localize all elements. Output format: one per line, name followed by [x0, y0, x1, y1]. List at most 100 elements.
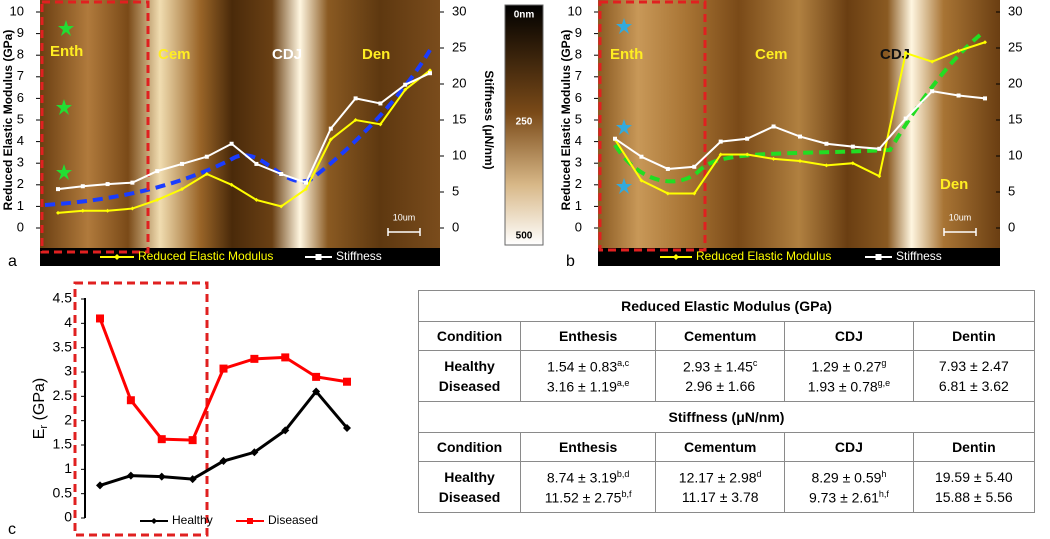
scale-bar-label: 10um — [949, 212, 972, 222]
header-row: Condition Enthesis Cementum CDJ Dentin — [417, 321, 1036, 351]
legend-label: Reduced Elastic Modulus — [138, 249, 273, 263]
marker — [875, 254, 882, 260]
cell-text: 1.54 ± 0.83 — [547, 358, 618, 375]
marker — [219, 457, 228, 466]
header-cell: Dentin — [912, 432, 1036, 462]
cell: 9.73 ± 2.61h,f — [784, 487, 914, 513]
y-tick-label: 1 — [64, 460, 72, 476]
marker — [281, 426, 290, 435]
marker — [114, 254, 120, 260]
cell: 8.74 ± 3.19b,d — [520, 461, 657, 487]
marker — [180, 187, 184, 192]
y-axis-title: Er (GPa) — [31, 378, 50, 439]
cell-text: 12.17 ± 2.98 — [678, 469, 757, 486]
y-tick-label: 3.5 — [53, 338, 73, 354]
y-tick-label: 0.5 — [53, 484, 73, 500]
marker — [353, 118, 358, 122]
y-tick-label: 4 — [17, 133, 24, 148]
header-row: Condition Enthesis Cementum CDJ Dentin — [417, 432, 1036, 462]
series-line — [57, 72, 431, 191]
cell: Diseased — [417, 487, 522, 513]
cell-text: 1.93 ± 0.78 — [807, 378, 878, 395]
header-cell: Dentin — [912, 321, 1036, 351]
marker — [229, 182, 234, 187]
marker — [250, 448, 259, 457]
y-axis-title: Reduced Elastic Modulus (GPa) — [559, 30, 573, 211]
scale-bar-label: 10um — [393, 212, 416, 222]
y-tick-label: 5 — [575, 111, 582, 126]
marker — [956, 93, 961, 98]
marker — [180, 161, 184, 166]
colorbar — [504, 4, 544, 246]
marker — [254, 197, 259, 202]
cell-superscript: a,c — [617, 357, 630, 368]
marker — [151, 518, 157, 524]
y-tick-label: 0 — [17, 219, 24, 234]
scale-bar — [387, 228, 977, 236]
marker — [956, 48, 961, 53]
marker — [771, 156, 776, 161]
trend-line — [44, 48, 432, 207]
legend-label: Reduced Elastic Modulus — [696, 249, 831, 263]
y2-tick-label: 20 — [452, 75, 466, 90]
marker — [824, 141, 829, 146]
legend-label: Stiffness — [336, 249, 382, 263]
cell-text: 11.52 ± 2.75 — [544, 489, 622, 506]
region-label: Enth — [610, 46, 643, 63]
cell: 1.54 ± 0.83a,c — [520, 350, 657, 376]
cell-text: 2.93 ± 1.45 — [682, 358, 753, 375]
marker — [665, 166, 670, 171]
y2-tick-label: 0 — [452, 219, 459, 234]
marker — [771, 124, 776, 129]
marker — [428, 71, 432, 76]
y-tick-label: 8 — [17, 47, 24, 62]
y2-tick-label: 10 — [1008, 147, 1022, 162]
section-title-row: Reduced Elastic Modulus (GPa) — [418, 290, 1035, 322]
region-label: Cem — [755, 46, 788, 63]
marker — [639, 178, 644, 183]
y-axis-title: Reduced Elastic Modulus (GPa) — [1, 30, 15, 211]
legend-label: Diseased — [268, 513, 318, 527]
header-cell: Condition — [417, 432, 522, 462]
marker — [312, 387, 321, 396]
y-tick-label: 2.5 — [53, 387, 73, 403]
marker — [130, 206, 135, 211]
y-tick-label: 8 — [575, 47, 582, 62]
cell-superscript: h,f — [878, 488, 889, 499]
marker — [279, 204, 284, 209]
marker — [56, 187, 60, 192]
region-label: Den — [362, 46, 390, 63]
y-tick-label: 3 — [17, 155, 24, 170]
highlight-box — [40, 0, 150, 254]
cell: 7.93 ± 2.47 — [912, 350, 1036, 376]
marker — [718, 139, 723, 144]
y-tick-label: 2 — [64, 411, 72, 427]
marker — [983, 96, 987, 101]
data-row: Diseased 11.52 ± 2.75b,f 11.17 ± 3.78 9.73 … — [417, 487, 1036, 513]
marker — [798, 159, 802, 164]
y-tick-label: 3 — [575, 155, 582, 170]
results-table: Reduced Elastic Modulus (GPa) Condition En… — [417, 290, 1036, 513]
y-axis-title-part: E — [31, 429, 48, 440]
y2-tick-label: 5 — [452, 183, 459, 198]
marker — [312, 372, 321, 381]
marker — [229, 141, 234, 146]
y2-tick-label: 5 — [1008, 183, 1015, 198]
marker — [877, 146, 882, 151]
y-tick-label: 10 — [10, 3, 24, 18]
cell: 15.88 ± 5.56 — [912, 487, 1036, 513]
marker — [745, 136, 750, 141]
marker — [188, 475, 197, 484]
cell: 11.17 ± 3.78 — [655, 487, 786, 513]
marker — [96, 314, 104, 323]
highlight-box — [73, 281, 209, 537]
y-tick-label: 7 — [17, 68, 24, 83]
trend-line — [613, 33, 982, 184]
marker — [281, 353, 290, 362]
header-cell: CDJ — [784, 321, 914, 351]
marker — [80, 184, 85, 189]
cell-text: 8.29 ± 0.59 — [811, 469, 882, 486]
y-tick-label: 1 — [17, 198, 24, 213]
y2-tick-label: 25 — [452, 39, 466, 54]
panel-label: a — [8, 253, 17, 270]
